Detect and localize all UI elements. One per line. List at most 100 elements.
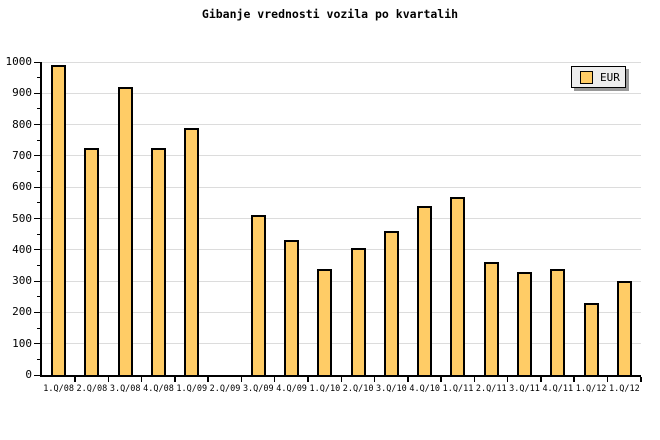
y-minor-tick — [37, 108, 40, 110]
y-major-tick — [34, 280, 40, 282]
legend-label: EUR — [600, 70, 620, 84]
y-major-tick — [34, 374, 40, 376]
x-axis-tick — [506, 377, 509, 382]
x-axis-tick — [473, 377, 476, 382]
x-axis-tick — [373, 377, 376, 382]
x-axis-tick — [307, 377, 309, 382]
x-axis-tick — [140, 377, 143, 382]
y-axis-label: 1000 — [5, 55, 33, 68]
bar — [317, 268, 333, 375]
y-major-tick — [34, 186, 40, 188]
x-axis-label: 3.Q/10 — [376, 384, 407, 394]
y-axis-label: 900 — [12, 86, 32, 100]
chart-title: Gibanje vrednosti vozila po kvartalih — [201, 7, 459, 21]
x-axis-tick — [640, 377, 642, 382]
y-axis-label: 700 — [12, 148, 32, 162]
x-axis-label: 1.Q/10 — [309, 384, 341, 394]
bar — [84, 148, 100, 375]
x-axis-label: 1.Q/12 — [575, 384, 607, 394]
y-major-tick — [34, 343, 40, 345]
legend-swatch — [580, 70, 593, 84]
y-minor-tick — [37, 139, 40, 141]
x-axis-tick — [407, 377, 409, 382]
y-axis-label: 0 — [25, 368, 32, 381]
y-axis-label: 200 — [12, 305, 32, 319]
x-axis-label: 4.Q/09 — [276, 384, 307, 394]
y-major-tick — [34, 311, 40, 313]
plot-inner: 0 100 200 300 400 500 600 700 800 900 1000 1.Q/08 2.… — [6, 56, 642, 394]
x-axis-label: 4.Q/10 — [409, 384, 441, 394]
x-axis-label: 2.Q/09 — [209, 384, 241, 394]
y-gridline — [42, 92, 641, 94]
y-gridline — [42, 311, 641, 313]
y-axis-label: 800 — [12, 117, 32, 131]
bar — [550, 268, 566, 375]
x-axis-label: 1.Q/11 — [442, 384, 474, 394]
bar — [583, 303, 599, 375]
bar — [117, 87, 133, 375]
x-axis-label: 2.Q/08 — [76, 384, 108, 394]
x-axis-label: 3.Q/08 — [109, 384, 141, 394]
bar — [350, 248, 366, 375]
x-axis-label: 3.Q/11 — [509, 384, 540, 394]
y-gridline — [42, 186, 641, 188]
y-major-tick — [34, 218, 40, 219]
y-major-tick — [34, 92, 40, 94]
bar — [450, 196, 466, 375]
y-major-tick — [34, 124, 40, 126]
bar — [517, 271, 533, 375]
y-major-tick — [34, 249, 40, 251]
y-axis-label: 500 — [12, 211, 32, 225]
x-axis-label: 2.Q/10 — [342, 384, 374, 394]
x-axis-tick — [74, 377, 76, 382]
bar — [383, 231, 399, 375]
y-axis-label: 600 — [12, 180, 32, 194]
y-axis-label: 100 — [12, 336, 32, 350]
x-axis-tick — [606, 377, 609, 382]
x-axis-tick — [240, 377, 243, 382]
y-axis-label: 300 — [12, 274, 32, 288]
y-axis-label: 400 — [12, 242, 32, 256]
plot-area: 0 100 200 300 400 500 600 700 800 900 1000 1.Q/08 2.… — [6, 56, 642, 394]
y-gridline — [42, 218, 641, 219]
bar — [51, 65, 67, 375]
x-axis-label: 1.Q/12 — [609, 384, 640, 394]
y-gridline — [42, 155, 641, 157]
bar — [284, 240, 300, 375]
x-axis-label: 4.Q/11 — [542, 384, 574, 394]
y-minor-tick — [37, 358, 40, 360]
x-axis-tick — [107, 377, 110, 382]
x-axis-label: 3.Q/09 — [242, 384, 274, 394]
y-minor-tick — [37, 296, 40, 298]
y-minor-tick — [37, 202, 40, 204]
x-axis-tick — [207, 377, 209, 382]
x-axis-tick — [273, 377, 276, 382]
x-axis-tick — [340, 377, 342, 382]
x-axis-label: 4.Q/08 — [143, 384, 174, 394]
bar — [184, 127, 200, 375]
y-minor-tick — [37, 171, 40, 173]
x-axis-tick — [573, 377, 575, 382]
legend: EUR — [571, 66, 626, 88]
y-minor-tick — [37, 327, 40, 329]
y-gridline — [42, 124, 641, 126]
y-minor-tick — [37, 264, 40, 266]
bar — [250, 215, 266, 375]
bar — [150, 148, 166, 375]
y-major-tick — [34, 61, 40, 63]
x-axis-tick — [540, 377, 542, 382]
bar — [417, 205, 433, 375]
bar — [616, 281, 632, 375]
x-axis-label: 1.Q/09 — [176, 384, 208, 394]
bar — [483, 262, 499, 375]
y-major-tick — [34, 155, 40, 157]
y-gridline — [42, 249, 641, 251]
x-axis-label: 1.Q/08 — [43, 384, 74, 394]
y-gridline — [42, 61, 641, 63]
y-minor-tick — [37, 233, 40, 235]
x-axis-tick — [440, 377, 442, 382]
x-axis-label: 2.Q/11 — [475, 384, 507, 394]
y-gridline — [42, 280, 641, 282]
x-axis-tick — [174, 377, 176, 382]
